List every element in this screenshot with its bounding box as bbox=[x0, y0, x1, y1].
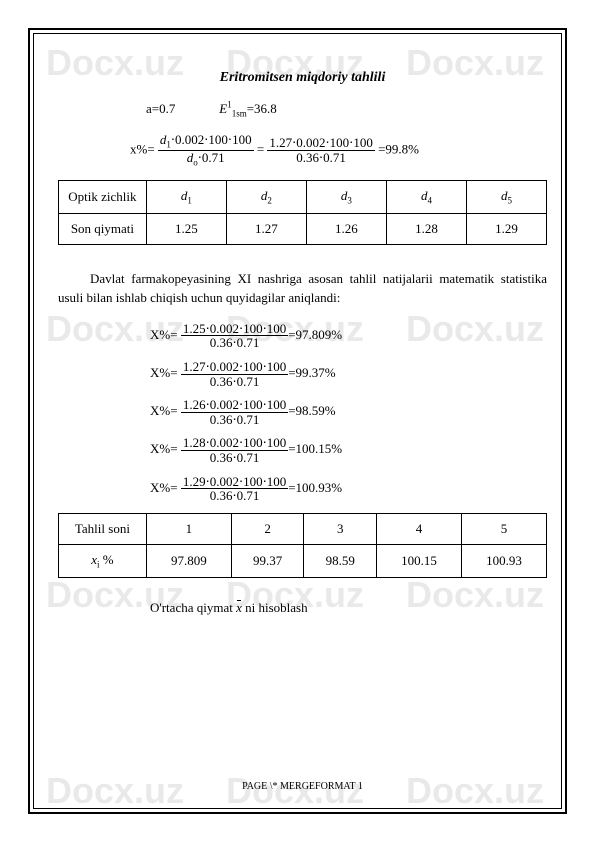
calc-res: =100.93% bbox=[288, 480, 342, 495]
xi-pct: % bbox=[100, 552, 114, 567]
calc-num: 1.25⋅0.002⋅100⋅100 bbox=[181, 322, 288, 337]
frac2-den: 0.36⋅0.71 bbox=[267, 151, 374, 165]
calc-prefix: X%= bbox=[150, 365, 181, 380]
table-row: Tahlil soni 1 2 3 4 5 bbox=[59, 513, 547, 544]
line-a-and-e: a=0.7 E11sm=36.8 bbox=[146, 100, 547, 119]
th-4: 4 bbox=[377, 513, 462, 544]
calc-frac: 1.28⋅0.002⋅100⋅1000.36⋅0.71 bbox=[181, 436, 288, 464]
calc-den: 0.36⋅0.71 bbox=[181, 451, 288, 465]
e-eq: =36.8 bbox=[247, 101, 277, 116]
calc-num: 1.28⋅0.002⋅100⋅100 bbox=[181, 436, 288, 451]
th-d4: d4 bbox=[386, 180, 466, 213]
a-value: a=0.7 bbox=[146, 101, 216, 117]
frac-numeric: 1.27⋅0.002⋅100⋅100 0.36⋅0.71 bbox=[267, 136, 374, 164]
calc-den: 0.36⋅0.71 bbox=[181, 413, 288, 427]
th-d3: d3 bbox=[306, 180, 386, 213]
calc-num: 1.29⋅0.002⋅100⋅100 bbox=[181, 475, 288, 490]
tahlil-table: Tahlil soni 1 2 3 4 5 xi % 97.809 99.37 … bbox=[58, 513, 547, 578]
avg-pre: O'rtacha qiymat bbox=[150, 600, 236, 615]
cell: 1.26 bbox=[306, 213, 386, 244]
calc-num: 1.27⋅0.002⋅100⋅100 bbox=[181, 360, 288, 375]
cell: 100.15 bbox=[377, 544, 462, 577]
cell: 99.37 bbox=[231, 544, 304, 577]
calc-line: X%= 1.26⋅0.002⋅100⋅1000.36⋅0.71=98.59% bbox=[150, 398, 547, 426]
e-sub: 1sm bbox=[232, 109, 247, 119]
th-3: 3 bbox=[304, 513, 377, 544]
cell: 100.93 bbox=[462, 544, 547, 577]
cell: 1.27 bbox=[226, 213, 306, 244]
calc-frac: 1.25⋅0.002⋅100⋅1000.36⋅0.71 bbox=[181, 322, 288, 350]
th-1: 1 bbox=[146, 513, 231, 544]
table-row: Son qiymati 1.25 1.27 1.26 1.28 1.29 bbox=[59, 213, 547, 244]
calc-res: =100.15% bbox=[288, 442, 342, 457]
calc-frac: 1.27⋅0.002⋅100⋅1000.36⋅0.71 bbox=[181, 360, 288, 388]
avg-post: ni hisoblash bbox=[245, 600, 307, 615]
page-content: Eritromitsen miqdoriy tahlili a=0.7 E11s… bbox=[58, 48, 547, 794]
e-symbol: E bbox=[219, 101, 227, 116]
x-bar: x bbox=[236, 600, 242, 616]
frac-d1: d1⋅0.002⋅100⋅100 do⋅0.71 bbox=[158, 133, 254, 168]
cell: 1.25 bbox=[146, 213, 226, 244]
th-d2: d2 bbox=[226, 180, 306, 213]
calc-frac: 1.29⋅0.002⋅100⋅1000.36⋅0.71 bbox=[181, 475, 288, 503]
page-footer: PAGE \* MERGEFORMAT 1 bbox=[58, 781, 547, 792]
calc-frac: 1.26⋅0.002⋅100⋅1000.36⋅0.71 bbox=[181, 398, 288, 426]
calc-line: X%= 1.28⋅0.002⋅100⋅1000.36⋅0.71=100.15% bbox=[150, 436, 547, 464]
th-d5: d5 bbox=[466, 180, 546, 213]
th-5: 5 bbox=[462, 513, 547, 544]
avg-line: O'rtacha qiymat x ni hisoblash bbox=[150, 600, 547, 616]
calc-list: X%= 1.25⋅0.002⋅100⋅1000.36⋅0.71=97.809%X… bbox=[58, 322, 547, 503]
calc-line: X%= 1.25⋅0.002⋅100⋅1000.36⋅0.71=97.809% bbox=[150, 322, 547, 350]
cell: 1.28 bbox=[386, 213, 466, 244]
th-optik: Optik zichlik bbox=[59, 180, 147, 213]
calc-res: =97.809% bbox=[288, 327, 342, 342]
optik-table: Optik zichlik d1 d2 d3 d4 d5 Son qiymati… bbox=[58, 180, 547, 245]
do-rest: ⋅0.71 bbox=[198, 150, 225, 165]
x-percent-line: x%= d1⋅0.002⋅100⋅100 do⋅0.71 = 1.27⋅0.00… bbox=[130, 133, 547, 168]
row-label-xi: xi % bbox=[59, 544, 147, 577]
calc-res: =98.59% bbox=[288, 403, 335, 418]
x-prefix: x%= bbox=[130, 141, 158, 156]
eq2: =99.8% bbox=[378, 141, 419, 156]
d1-rest: ⋅0.002⋅100⋅100 bbox=[171, 132, 252, 147]
calc-line: X%= 1.29⋅0.002⋅100⋅1000.36⋅0.71=100.93% bbox=[150, 475, 547, 503]
row-label: Son qiymati bbox=[59, 213, 147, 244]
table-row: Optik zichlik d1 d2 d3 d4 d5 bbox=[59, 180, 547, 213]
page-title: Eritromitsen miqdoriy tahlili bbox=[58, 70, 547, 86]
calc-line: X%= 1.27⋅0.002⋅100⋅1000.36⋅0.71=99.37% bbox=[150, 360, 547, 388]
calc-prefix: X%= bbox=[150, 480, 181, 495]
calc-num: 1.26⋅0.002⋅100⋅100 bbox=[181, 398, 288, 413]
eq1: = bbox=[257, 141, 268, 156]
th-tahlil: Tahlil soni bbox=[59, 513, 147, 544]
e-expression: E11sm=36.8 bbox=[219, 101, 277, 116]
cell: 97.809 bbox=[146, 544, 231, 577]
calc-prefix: X%= bbox=[150, 327, 181, 342]
table-row: xi % 97.809 99.37 98.59 100.15 100.93 bbox=[59, 544, 547, 577]
cell: 98.59 bbox=[304, 544, 377, 577]
cell: 1.29 bbox=[466, 213, 546, 244]
frac2-num: 1.27⋅0.002⋅100⋅100 bbox=[267, 136, 374, 151]
th-2: 2 bbox=[231, 513, 304, 544]
calc-den: 0.36⋅0.71 bbox=[181, 336, 288, 350]
calc-res: =99.37% bbox=[288, 365, 335, 380]
paragraph: Davlat farmakopeyasining XI nashriga aso… bbox=[58, 269, 547, 308]
calc-den: 0.36⋅0.71 bbox=[181, 489, 288, 503]
calc-prefix: X%= bbox=[150, 442, 181, 457]
th-d1: d1 bbox=[146, 180, 226, 213]
calc-den: 0.36⋅0.71 bbox=[181, 375, 288, 389]
calc-prefix: X%= bbox=[150, 403, 181, 418]
